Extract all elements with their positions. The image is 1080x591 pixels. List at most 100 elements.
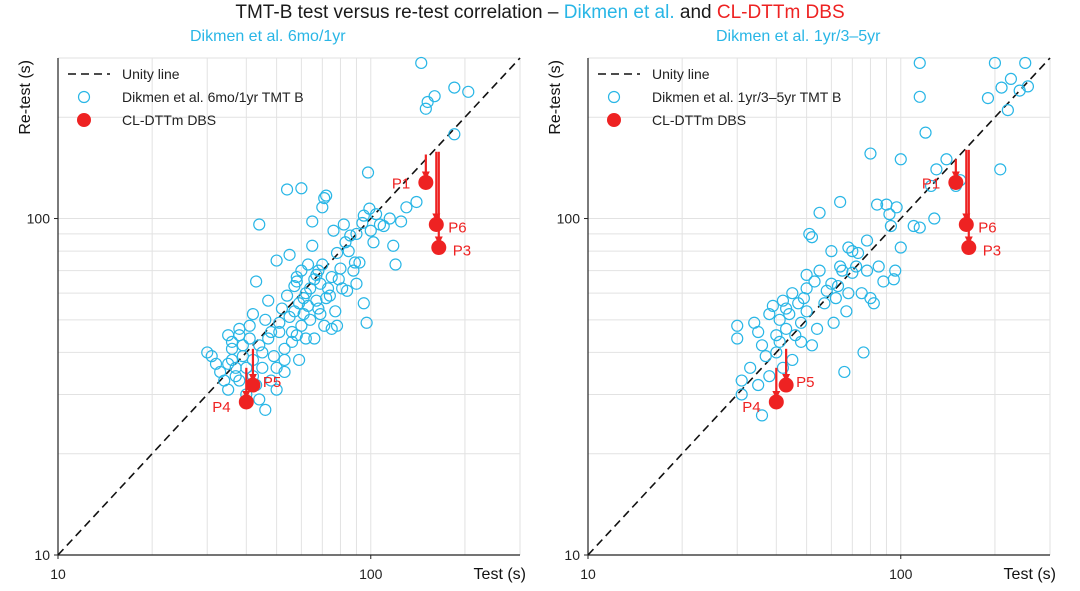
left-panel-subtitle: Dikmen et al. 6mo/1yr <box>190 28 346 45</box>
dikmen-data-point <box>320 189 333 202</box>
unity-line <box>57 57 521 556</box>
dbs-data-point <box>958 216 974 232</box>
dikmen-data-point <box>360 316 373 329</box>
dikmen-data-point <box>786 353 799 367</box>
x-axis-label: Test (s) <box>474 566 526 583</box>
dikmen-data-point <box>805 339 819 352</box>
dikmen-data-point <box>278 365 291 379</box>
dikmen-data-point <box>766 299 779 312</box>
dikmen-data-point <box>361 166 375 179</box>
title-and: and <box>674 2 717 23</box>
legend-label: Unity line <box>122 66 180 82</box>
dikmen-data-point <box>389 258 402 271</box>
dikmen-data-point <box>387 239 400 252</box>
dikmen-data-point <box>270 383 283 396</box>
dikmen-data-point <box>1019 56 1032 70</box>
dikmen-data-point <box>306 215 319 228</box>
dikmen-data-point <box>755 339 769 352</box>
dikmen-data-point <box>225 335 239 348</box>
dikmen-data-point <box>344 229 357 242</box>
legend-filled-circle-icon <box>607 113 621 127</box>
dikmen-data-point <box>776 361 790 374</box>
dikmen-data-point <box>250 275 263 288</box>
dikmen-data-point <box>794 335 808 348</box>
dikmen-data-point <box>813 206 826 219</box>
title-cl-dttm: CL-DTTm DBS <box>716 2 845 23</box>
dikmen-data-point <box>308 332 321 345</box>
dikmen-data-point <box>773 313 786 326</box>
y-tick-label: 100 <box>557 211 581 227</box>
dikmen-data-point <box>890 201 903 214</box>
dikmen-data-point <box>919 126 932 139</box>
dikmen-data-point <box>259 313 272 326</box>
dikmen-data-point <box>907 219 920 233</box>
dikmen-data-point <box>348 256 362 269</box>
dikmen-data-point <box>267 350 280 363</box>
dikmen-data-point <box>342 245 355 258</box>
dikmen-data-point <box>334 262 347 275</box>
dikmen-data-point <box>894 241 907 254</box>
legend-open-circle-icon <box>607 90 621 104</box>
dikmen-data-point <box>201 346 214 359</box>
dikmen-data-point <box>1021 80 1035 93</box>
dikmen-data-point <box>860 264 874 277</box>
dikmen-data-point <box>913 90 926 103</box>
dikmen-data-point <box>301 258 315 271</box>
dbs-data-point <box>238 394 254 410</box>
dikmen-data-point <box>225 353 239 367</box>
dikmen-data-point <box>827 316 840 329</box>
dbs-data-point <box>428 216 444 232</box>
dikmen-data-point <box>759 350 772 363</box>
dikmen-data-point <box>337 218 350 231</box>
dikmen-data-point <box>415 56 428 70</box>
dikmen-data-point <box>229 370 242 383</box>
dbs-point-label: P5 <box>263 374 281 391</box>
dikmen-data-point <box>448 128 461 141</box>
dikmen-data-point <box>763 307 776 321</box>
dbs-point-label: P4 <box>742 399 760 416</box>
dbs-point-label: P1 <box>922 175 940 192</box>
dikmen-data-point <box>364 224 377 237</box>
dikmen-data-point <box>262 294 275 307</box>
dikmen-data-point <box>316 201 329 214</box>
right-panel-subtitle: Dikmen et al. 1yr/3–5yr <box>716 28 881 45</box>
dikmen-data-point <box>275 302 289 315</box>
dikmen-data-point <box>356 216 369 230</box>
dikmen-data-point <box>306 239 319 252</box>
dikmen-data-point <box>825 245 838 258</box>
dikmen-data-point <box>270 254 283 267</box>
dikmen-data-point <box>735 388 748 401</box>
dikmen-data-point <box>363 202 376 215</box>
dikmen-data-point <box>884 219 898 233</box>
dikmen-data-point <box>877 275 890 288</box>
dikmen-data-point <box>369 208 383 221</box>
dikmen-data-point <box>783 307 796 321</box>
dikmen-data-point <box>290 275 303 288</box>
dbs-point-label: P5 <box>796 374 814 391</box>
dikmen-data-point <box>800 305 813 318</box>
dikmen-data-point <box>838 365 851 379</box>
x-tick-label: 100 <box>359 566 383 582</box>
legend-label: Dikmen et al. 6mo/1yr TMT B <box>122 89 304 105</box>
dikmen-data-point <box>1004 72 1018 86</box>
dikmen-data-point <box>243 332 256 345</box>
dikmen-data-point <box>867 297 880 310</box>
dikmen-data-point <box>829 292 842 305</box>
dbs-point-label: P6 <box>448 219 466 236</box>
dikmen-data-point <box>222 357 235 370</box>
dbs-data-point <box>431 240 447 256</box>
legend-label: Unity line <box>652 66 710 82</box>
dikmen-data-point <box>292 353 306 367</box>
dikmen-data-point <box>383 212 396 225</box>
dikmen-data-point <box>222 383 235 396</box>
dikmen-data-point <box>280 183 294 196</box>
dikmen-data-point <box>840 305 853 318</box>
dikmen-data-point <box>410 195 423 209</box>
dikmen-data-point <box>400 201 413 214</box>
dikmen-data-point <box>752 325 765 339</box>
dikmen-data-point <box>846 245 859 258</box>
dikmen-data-point <box>320 292 333 305</box>
dikmen-data-point <box>233 329 246 342</box>
dikmen-data-point <box>314 307 327 321</box>
dikmen-data-point <box>889 264 902 277</box>
